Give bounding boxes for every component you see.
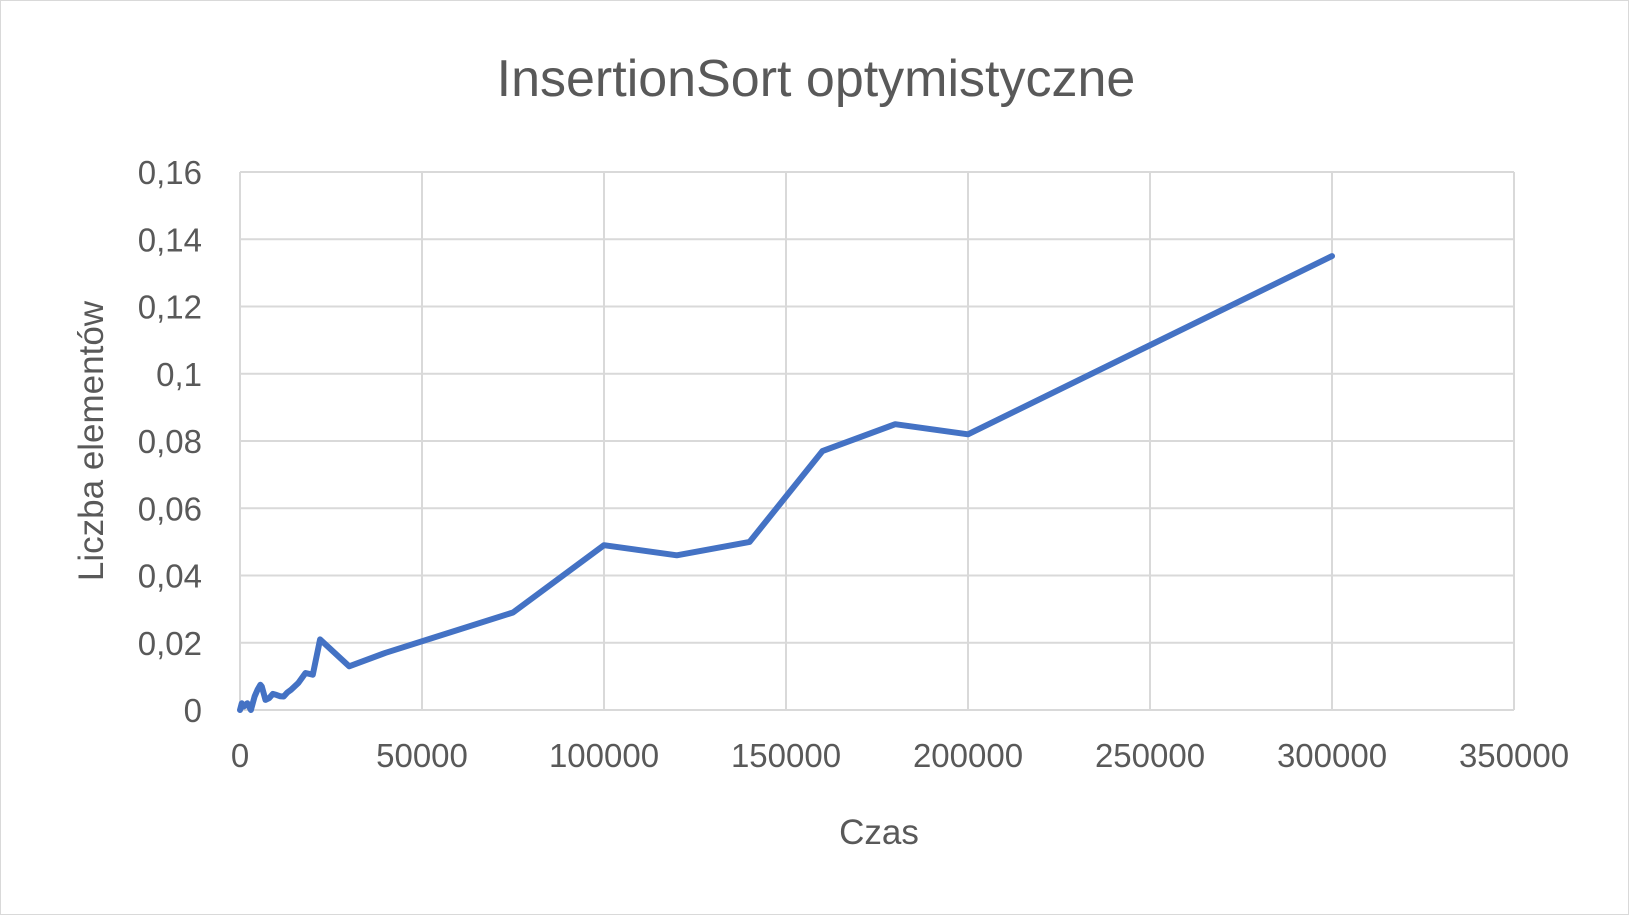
- x-tick-label: 50000: [376, 737, 468, 774]
- gridlines: [239, 171, 1515, 711]
- x-tick-label: 250000: [1095, 737, 1205, 774]
- y-tick-label: 0,14: [138, 221, 202, 258]
- y-tick-label: 0,08: [138, 423, 202, 460]
- chart-title: InsertionSort optymistyczne: [497, 50, 1136, 108]
- x-axis-label: Czas: [839, 813, 919, 852]
- y-tick-label: 0,16: [138, 154, 202, 191]
- x-tick-label: 100000: [549, 737, 659, 774]
- x-tick-label: 300000: [1277, 737, 1387, 774]
- x-tick-label: 0: [231, 737, 249, 774]
- x-axis-ticks: 0 50000 100000 150000 200000 250000 300000 3500…: [231, 737, 1569, 774]
- series-line: [237, 253, 1335, 713]
- y-axis-label: Liczba elementów: [72, 300, 111, 581]
- x-tick-label: 150000: [731, 737, 841, 774]
- y-tick-label: 0,06: [138, 490, 202, 527]
- x-tick-label: 350000: [1459, 737, 1569, 774]
- series-layer: [237, 253, 1335, 713]
- y-tick-label: 0,12: [138, 289, 202, 326]
- y-tick-label: 0,1: [156, 356, 202, 393]
- y-axis-ticks: 0 0,02 0,04 0,06 0,08 0,1 0,12 0,14 0,16: [138, 154, 202, 729]
- y-tick-label: 0: [184, 692, 202, 729]
- x-tick-label: 200000: [913, 737, 1023, 774]
- y-tick-label: 0,04: [138, 558, 202, 595]
- y-tick-label: 0,02: [138, 625, 202, 662]
